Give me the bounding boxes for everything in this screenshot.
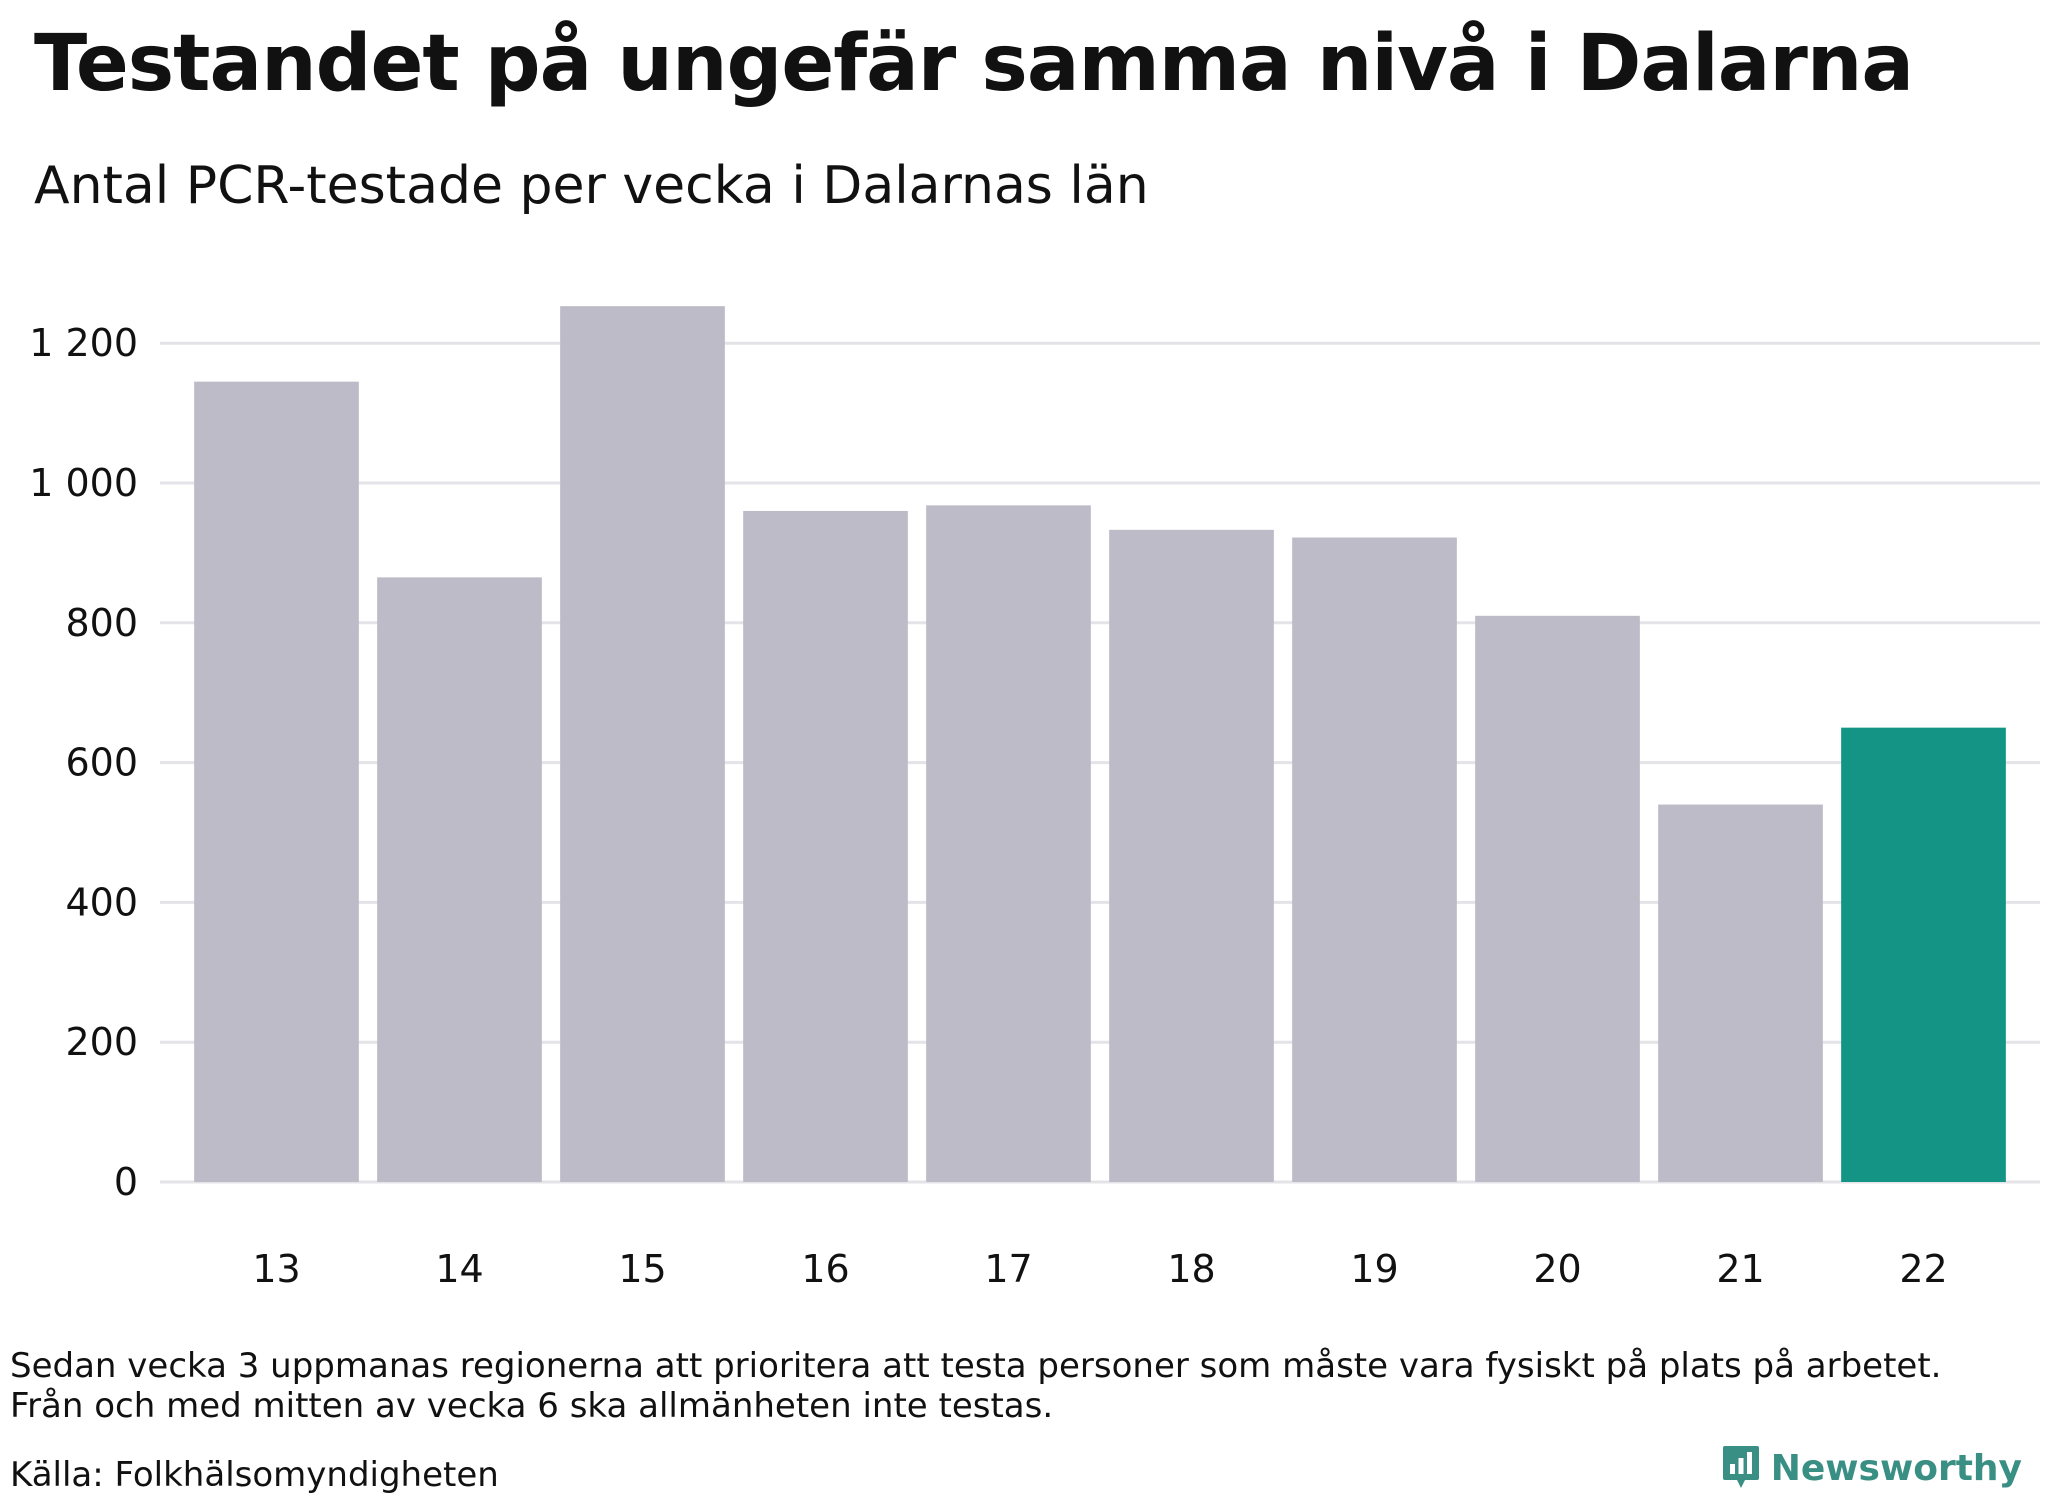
y-axis-ticks: 0 200 400 600 800 1 000 1 200 [29,321,138,1204]
brand-name: Newsworthy [1770,1447,2022,1489]
x-tick-label: 17 [984,1247,1032,1291]
y-tick-label: 0 [114,1160,138,1204]
bar-week-13 [194,381,359,1182]
bar-week-15 [560,306,725,1182]
newsworthy-logo-icon [1722,1446,1759,1488]
y-tick-label: 1 200 [29,321,138,365]
footnote-line-2: Från och med mitten av vecka 6 ska allmä… [10,1386,1054,1426]
chart-subtitle: Antal PCR-testade per vecka i Dalarnas l… [34,156,1149,216]
x-tick-label: 22 [1899,1247,1947,1291]
x-axis-ticks: 13 14 15 16 17 18 19 20 21 22 [252,1247,1947,1291]
x-tick-label: 16 [801,1247,849,1291]
bar-week-16 [743,510,908,1182]
bar-week-22 [1841,727,2006,1182]
y-tick-label: 600 [65,741,138,785]
y-tick-label: 200 [65,1020,138,1064]
brand-logo: Newsworthy [1721,1444,2022,1492]
x-tick-label: 13 [252,1247,300,1291]
bar-week-17 [926,505,1091,1182]
bar-week-14 [377,577,542,1182]
y-tick-label: 1 000 [29,461,138,505]
x-tick-label: 20 [1533,1247,1581,1291]
bar-week-20 [1475,615,1640,1182]
bar-week-18 [1109,529,1274,1182]
bar-chart: 0 200 400 600 800 1 000 1 200 13 14 15 16 17 18 19 20… [29,306,2040,1291]
bars [194,306,2006,1182]
chart-title: Testandet på ungefär samma nivå i Dalarn… [34,19,1914,109]
x-tick-label: 18 [1167,1247,1215,1291]
footnote: Sedan vecka 3 uppmanas regionerna att pr… [10,1346,1941,1426]
bar-week-19 [1292,537,1457,1182]
source-text: Källa: Folkhälsomyndigheten [10,1455,499,1495]
x-tick-label: 15 [618,1247,666,1291]
y-tick-label: 400 [65,880,138,924]
x-tick-label: 21 [1716,1247,1764,1291]
x-tick-label: 14 [435,1247,483,1291]
bar-week-21 [1658,804,1823,1182]
footnote-line-1: Sedan vecka 3 uppmanas regionerna att pr… [10,1346,1942,1386]
x-tick-label: 19 [1350,1247,1398,1291]
y-tick-label: 800 [65,601,138,645]
